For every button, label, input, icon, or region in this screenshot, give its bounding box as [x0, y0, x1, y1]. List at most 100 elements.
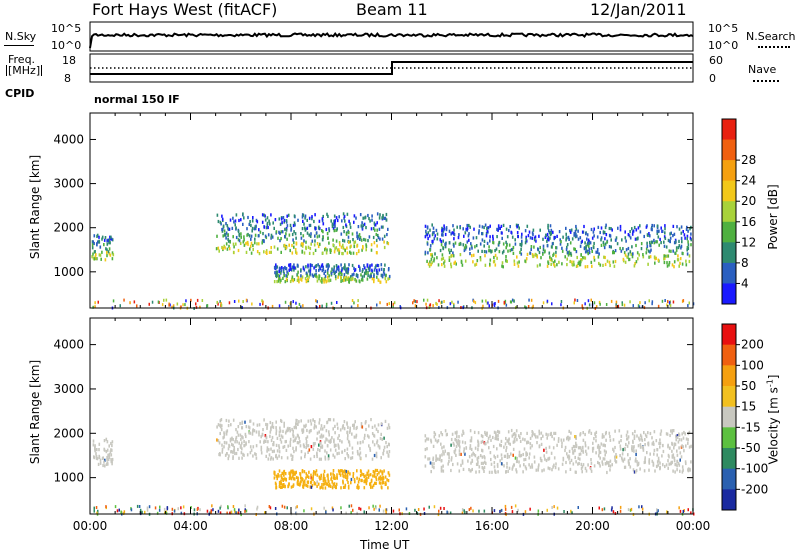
data-cell: [497, 226, 500, 230]
data-cell: [344, 483, 347, 487]
data-cell: [550, 451, 553, 455]
data-cell: [305, 440, 308, 444]
data-cell: [291, 243, 293, 248]
data-cell: [283, 218, 286, 223]
data-cell: [593, 255, 595, 259]
data-cell: [333, 438, 335, 442]
nsearch-legend-line: [758, 46, 790, 48]
ground-scatter-cell: [325, 302, 328, 306]
data-cell: [568, 252, 571, 256]
data-cell: [440, 431, 442, 435]
data-cell: [494, 263, 497, 267]
data-cell: [566, 455, 569, 459]
data-cell: [374, 424, 376, 428]
data-cell: [687, 441, 689, 445]
data-cell: [93, 234, 96, 238]
data-cell: [565, 470, 567, 474]
data-cell: [518, 454, 521, 458]
data-cell: [323, 425, 326, 429]
data-cell: [525, 257, 528, 261]
ground-scatter-cell: [546, 508, 548, 512]
data-cell: [646, 244, 649, 249]
data-cell: [223, 435, 225, 439]
data-cell: [687, 469, 690, 473]
data-cell: [289, 437, 292, 441]
data-cell: [626, 255, 628, 259]
ytick-label: 2000: [53, 221, 84, 235]
data-cell: [343, 216, 345, 220]
data-cell: [550, 245, 553, 249]
data-cell: [590, 469, 593, 473]
data-cell: [542, 252, 544, 256]
data-cell: [593, 437, 595, 441]
ground-scatter-cell: [386, 302, 388, 306]
ground-scatter-cell: [323, 506, 325, 510]
data-cell: [671, 460, 673, 464]
ground-scatter-cell: [238, 299, 240, 303]
data-cell: [529, 442, 532, 446]
data-cell: [430, 440, 433, 444]
data-cell: [311, 239, 314, 243]
data-cell: [346, 447, 349, 451]
data-cell: [595, 430, 598, 434]
data-cell: [510, 428, 513, 433]
data-cell: [443, 228, 445, 232]
data-cell: [318, 274, 320, 278]
data-cell: [561, 262, 563, 266]
ground-scatter-cell: [425, 302, 427, 306]
data-cell: [376, 441, 378, 445]
data-cell: [590, 461, 593, 465]
data-cell: [107, 250, 110, 254]
data-cell: [318, 475, 321, 479]
data-cell: [440, 459, 443, 463]
data-cell: [477, 448, 479, 452]
data-cell: [383, 445, 386, 449]
data-cell: [665, 254, 667, 258]
data-cell: [108, 247, 111, 251]
data-cell: [450, 265, 453, 269]
data-cell: [269, 420, 272, 425]
data-cell: [243, 216, 245, 220]
data-cell: [330, 477, 332, 481]
ground-scatter-cell: [451, 300, 453, 304]
data-cell: [320, 445, 322, 449]
ground-scatter-cell: [687, 304, 689, 308]
data-cell: [642, 448, 645, 452]
data-cell: [450, 437, 453, 442]
data-cell: [427, 457, 429, 461]
data-cell: [631, 227, 633, 231]
ground-scatter-cell: [693, 512, 695, 516]
data-cell: [615, 455, 618, 459]
data-cell: [322, 479, 325, 483]
data-cell: [596, 250, 599, 254]
data-cell: [338, 215, 340, 219]
data-cell: [302, 234, 305, 238]
data-cell: [581, 258, 583, 262]
data-cell: [582, 463, 585, 467]
data-cell: [310, 481, 312, 485]
data-cell: [309, 234, 312, 238]
ground-scatter-cell: [209, 511, 211, 515]
data-cell: [436, 256, 438, 260]
data-cell: [370, 248, 373, 252]
data-cell: [317, 482, 320, 486]
ground-scatter-cell: [423, 507, 425, 511]
ground-scatter-cell: [93, 506, 95, 510]
data-cell: [675, 246, 678, 250]
ground-scatter-cell: [641, 505, 643, 509]
data-cell: [610, 227, 612, 231]
data-cell: [445, 226, 448, 230]
data-cell: [450, 232, 452, 236]
data-cell: [240, 235, 242, 239]
data-cell: [334, 476, 336, 480]
data-cell: [265, 435, 268, 439]
data-cell: [106, 461, 109, 465]
ground-scatter-cell: [357, 304, 359, 308]
data-cell: [655, 464, 658, 469]
data-cell: [318, 457, 321, 461]
data-cell: [488, 446, 490, 450]
data-cell: [464, 441, 467, 445]
data-cell: [539, 263, 541, 267]
ground-scatter-cell: [292, 300, 294, 304]
data-cell: [568, 449, 571, 453]
